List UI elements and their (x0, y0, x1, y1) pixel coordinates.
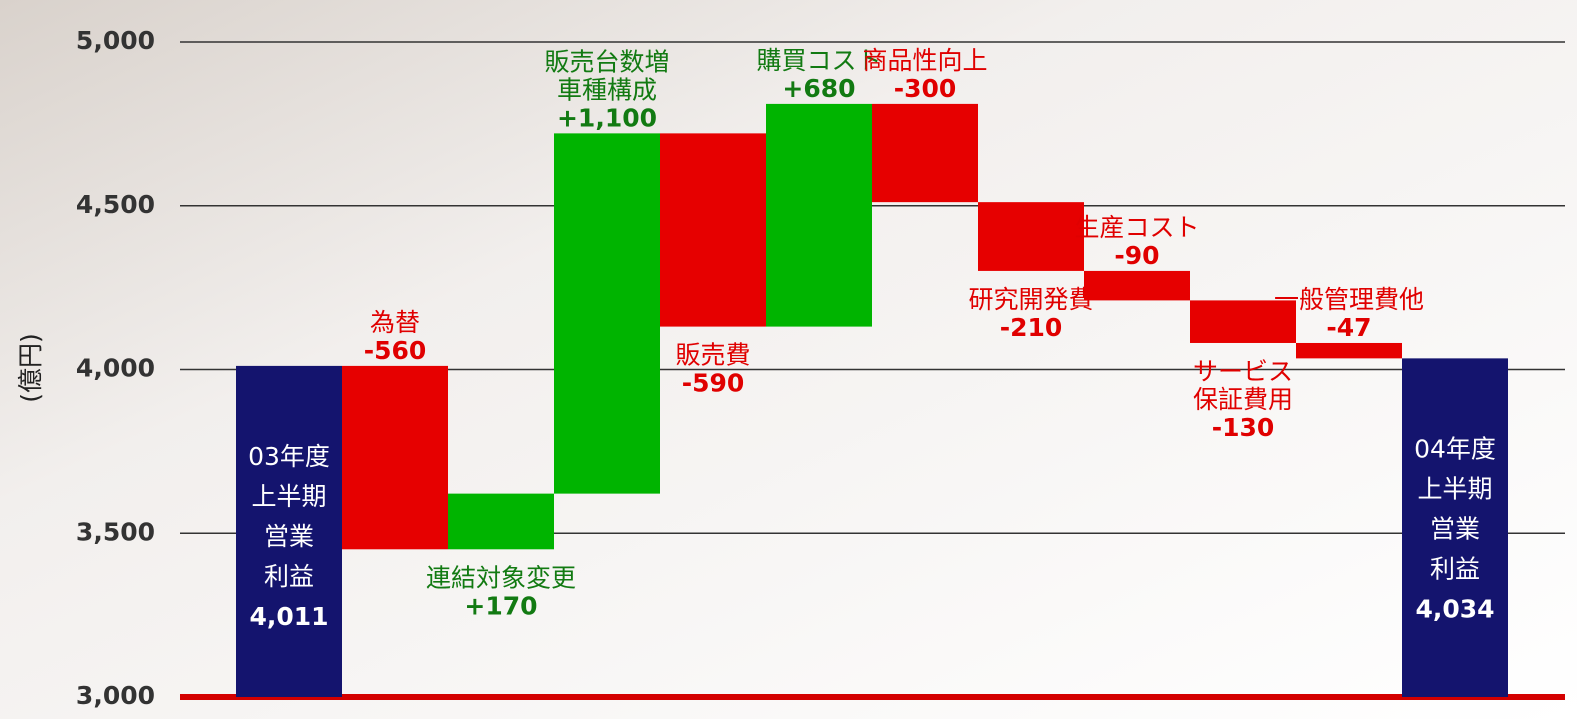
total-bar (236, 365, 342, 697)
category-label: 営業 (1430, 514, 1480, 543)
value-label: +680 (782, 74, 855, 103)
category-label: 為替 (370, 308, 420, 337)
y-tick-label: 3,000 (76, 681, 155, 710)
category-label: 車種構成 (557, 75, 657, 104)
delta-bar (978, 202, 1084, 271)
delta-bar (342, 365, 448, 550)
delta-bar (766, 103, 872, 327)
delta-bar (1190, 300, 1296, 343)
delta-bar (1296, 342, 1402, 359)
category-label: 利益 (264, 562, 314, 591)
total-bar (1402, 358, 1508, 697)
value-label: -560 (364, 336, 427, 365)
delta-bar (554, 133, 660, 494)
y-tick-label: 5,000 (76, 26, 155, 55)
category-label: 連結対象変更 (426, 563, 576, 592)
delta-bar (872, 103, 978, 203)
y-tick-label: 4,500 (76, 190, 155, 219)
value-label: -47 (1326, 313, 1371, 342)
category-label: 研究開発費 (968, 285, 1093, 314)
y-tick-label: 3,500 (76, 517, 155, 546)
value-label: +1,100 (557, 103, 657, 132)
category-label: 販売費 (675, 341, 750, 370)
value-label: -210 (1000, 313, 1063, 342)
category-label: 営業 (264, 522, 314, 551)
category-label: 保証費用 (1193, 385, 1293, 414)
value-label: +170 (464, 591, 537, 620)
value-label: -90 (1114, 241, 1159, 270)
category-label: 上半期 (1417, 474, 1492, 503)
category-label: 上半期 (251, 482, 326, 511)
value-label: -300 (894, 74, 957, 103)
value-label: -130 (1212, 413, 1275, 442)
category-label: 商品性向上 (862, 46, 987, 75)
y-tick-label: 4,000 (76, 354, 155, 383)
category-label: 生産コスト (1074, 213, 1199, 242)
y-axis-label: (億円) (16, 333, 45, 403)
category-label: サービス (1193, 357, 1293, 386)
category-label: 販売台数増 (544, 47, 669, 76)
value-label: -590 (682, 369, 745, 398)
category-label: 利益 (1430, 554, 1480, 583)
category-label: 03年度 (248, 442, 330, 471)
value-label: 4,034 (1415, 594, 1494, 623)
category-label: 04年度 (1414, 434, 1496, 463)
delta-bar (660, 133, 766, 327)
category-label: 一般管理費他 (1274, 285, 1424, 314)
category-label: 購買コスト (756, 46, 881, 75)
delta-bar (1084, 270, 1190, 301)
value-label: 4,011 (249, 602, 328, 631)
delta-bar (448, 493, 554, 550)
